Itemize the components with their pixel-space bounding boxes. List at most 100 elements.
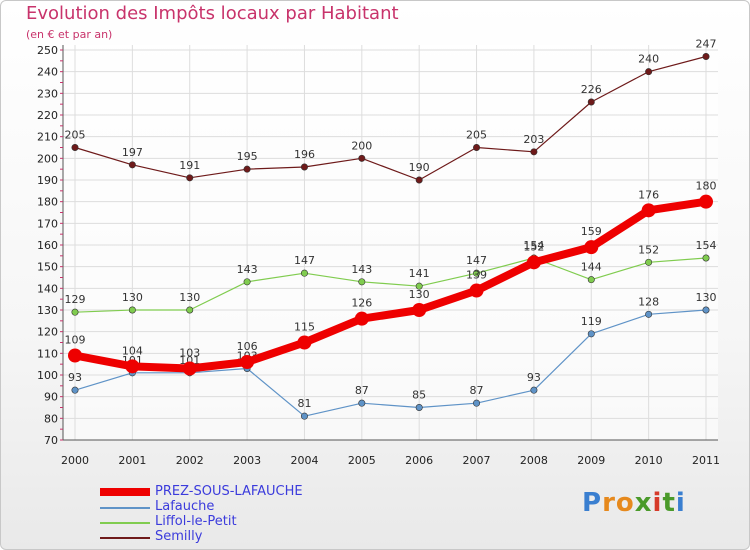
data-point	[642, 203, 656, 217]
data-label: 141	[409, 267, 430, 280]
logo-letter: r	[602, 488, 616, 518]
data-label: 130	[122, 291, 143, 304]
y-tick-label: 250	[37, 44, 58, 57]
data-label: 87	[470, 384, 484, 397]
data-label: 200	[351, 139, 372, 152]
data-point	[588, 331, 594, 337]
data-point	[416, 177, 422, 183]
data-point	[473, 400, 479, 406]
data-point	[72, 144, 78, 150]
data-label: 203	[523, 133, 544, 146]
data-point	[470, 284, 484, 298]
data-label: 240	[638, 53, 659, 66]
data-label: 159	[581, 225, 602, 238]
data-label: 197	[122, 146, 143, 159]
data-label: 143	[237, 263, 258, 276]
y-tick-label: 80	[44, 412, 58, 425]
data-label: 81	[297, 397, 311, 410]
data-label: 115	[294, 321, 315, 334]
data-label: 130	[409, 288, 430, 301]
x-tick-label: 2007	[463, 454, 491, 467]
data-point	[129, 162, 135, 168]
legend-label: Lafauche	[155, 499, 214, 514]
y-tick-label: 210	[37, 131, 58, 144]
y-tick-label: 200	[37, 152, 58, 165]
y-tick-label: 230	[37, 87, 58, 100]
legend-label: Semilly	[155, 529, 202, 544]
data-label: 152	[638, 243, 659, 256]
logo-letter: i	[653, 488, 663, 518]
data-label: 196	[294, 148, 315, 161]
y-tick-label: 170	[37, 217, 58, 230]
x-tick-label: 2008	[520, 454, 548, 467]
data-point	[588, 99, 594, 105]
x-tick-label: 2006	[405, 454, 433, 467]
data-point	[703, 53, 709, 59]
data-point	[416, 404, 422, 410]
logo-letter: o	[616, 488, 635, 518]
data-point	[531, 149, 537, 155]
legend-swatch	[100, 488, 150, 496]
data-label: 128	[638, 295, 659, 308]
data-label: 195	[237, 150, 258, 163]
data-point	[584, 240, 598, 254]
y-tick-label: 150	[37, 261, 58, 274]
y-tick-label: 90	[44, 391, 58, 404]
x-tick-label: 2011	[692, 454, 720, 467]
x-tick-label: 2010	[635, 454, 663, 467]
line-chart: 7080901001101201301401501601701801902002…	[0, 0, 750, 480]
x-tick-label: 2009	[577, 454, 605, 467]
data-label: 176	[638, 188, 659, 201]
data-label: 119	[581, 315, 602, 328]
data-label: 129	[65, 293, 86, 306]
data-label: 109	[65, 334, 86, 347]
data-point	[359, 279, 365, 285]
data-label: 154	[696, 239, 717, 252]
logo-letter: x	[635, 488, 653, 518]
plot-area	[63, 45, 718, 440]
data-point	[527, 255, 541, 269]
y-tick-label: 100	[37, 369, 58, 382]
data-label: 144	[581, 261, 602, 274]
data-point	[301, 413, 307, 419]
data-label: 143	[351, 263, 372, 276]
data-label: 152	[523, 240, 544, 253]
data-label: 191	[179, 159, 200, 172]
proxiti-logo: Proxiti	[582, 488, 686, 518]
y-tick-label: 120	[37, 326, 58, 339]
y-tick-label: 70	[44, 434, 58, 447]
x-tick-label: 2001	[118, 454, 146, 467]
y-tick-label: 110	[37, 347, 58, 360]
legend-label: PREZ-SOUS-LAFAUCHE	[155, 484, 303, 499]
data-label: 93	[68, 371, 82, 384]
x-tick-label: 2003	[233, 454, 261, 467]
data-label: 103	[179, 347, 200, 360]
data-label: 126	[351, 297, 372, 310]
data-point	[699, 195, 713, 209]
x-tick-label: 2004	[290, 454, 318, 467]
data-label: 147	[294, 254, 315, 267]
data-point	[703, 307, 709, 313]
data-point	[645, 311, 651, 317]
data-point	[183, 362, 197, 376]
legend-swatch	[100, 522, 150, 524]
data-label: 180	[696, 180, 717, 193]
data-point	[301, 164, 307, 170]
data-point	[244, 166, 250, 172]
x-tick-label: 2002	[176, 454, 204, 467]
data-point	[240, 355, 254, 369]
data-label: 104	[122, 344, 143, 357]
logo-letter: t	[662, 488, 675, 518]
data-point	[359, 155, 365, 161]
data-point	[355, 312, 369, 326]
data-point	[359, 400, 365, 406]
logo-letter: P	[582, 488, 602, 518]
data-label: 93	[527, 371, 541, 384]
data-point	[588, 276, 594, 282]
data-label: 130	[179, 291, 200, 304]
data-point	[297, 336, 311, 350]
data-point	[703, 255, 709, 261]
data-label: 205	[65, 129, 86, 142]
data-point	[68, 349, 82, 363]
legend-swatch	[100, 507, 150, 509]
